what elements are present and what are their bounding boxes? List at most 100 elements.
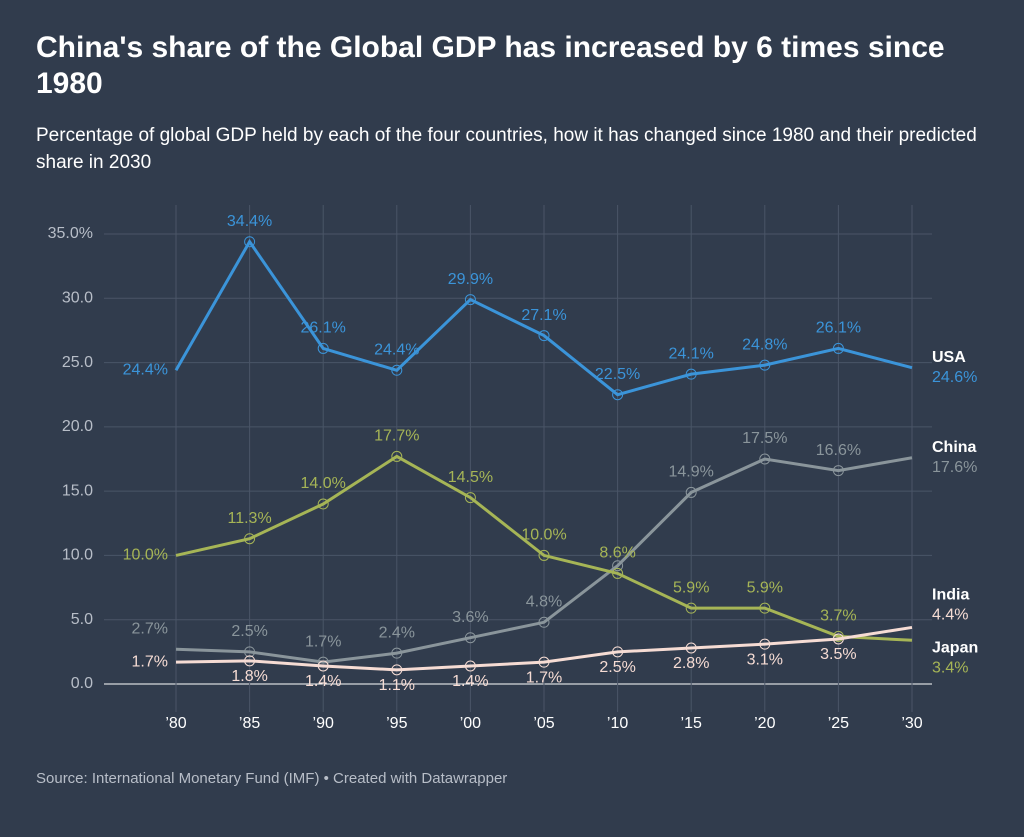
value-label: 16.6% xyxy=(816,442,861,459)
y-tick-label: 10.0 xyxy=(62,547,93,564)
value-label: 1.7% xyxy=(526,669,562,686)
point xyxy=(759,638,771,650)
point xyxy=(685,486,697,498)
value-label: 24.8% xyxy=(742,336,787,353)
point xyxy=(685,642,697,654)
value-label: 26.1% xyxy=(301,320,346,337)
y-tick-label: 0.0 xyxy=(71,675,93,692)
x-tick-label: ’30 xyxy=(901,715,922,732)
point xyxy=(612,389,624,401)
point xyxy=(317,498,329,510)
y-tick-label: 25.0 xyxy=(62,354,93,371)
point xyxy=(317,660,329,672)
value-label: 3.4% xyxy=(932,660,968,677)
value-label: 3.7% xyxy=(820,608,856,625)
x-tick-label: ’20 xyxy=(754,715,775,732)
value-label: 17.5% xyxy=(742,430,787,447)
series-line xyxy=(175,456,913,664)
point xyxy=(464,492,476,504)
point xyxy=(832,630,844,642)
point xyxy=(464,632,476,644)
value-label: 10.0% xyxy=(521,527,566,544)
value-label: 1.8% xyxy=(231,668,267,685)
point xyxy=(759,359,771,371)
x-tick-label: ’00 xyxy=(460,715,481,732)
value-label: 26.1% xyxy=(816,320,861,337)
point xyxy=(244,533,256,545)
point xyxy=(612,567,624,579)
value-label: 3.1% xyxy=(747,651,783,668)
point xyxy=(317,342,329,354)
value-label: 29.9% xyxy=(448,271,493,288)
series-line xyxy=(175,625,913,672)
series-line xyxy=(174,238,913,397)
point xyxy=(464,660,476,672)
value-label: 4.4% xyxy=(932,607,968,624)
point xyxy=(759,602,771,614)
value-label: 24.4% xyxy=(374,342,419,359)
legend-label: China xyxy=(932,439,977,456)
point xyxy=(391,364,403,376)
value-label: 4.8% xyxy=(526,594,562,611)
point xyxy=(538,656,550,668)
value-label: 14.5% xyxy=(448,469,493,486)
value-label: 1.7% xyxy=(305,633,341,650)
value-label: 2.5% xyxy=(599,659,635,676)
legend-label: Japan xyxy=(932,640,978,657)
point xyxy=(612,646,624,658)
x-tick-label: ’80 xyxy=(165,715,186,732)
point xyxy=(685,368,697,380)
value-label: 1.4% xyxy=(452,673,488,690)
series-line xyxy=(175,454,913,642)
value-label: 5.9% xyxy=(747,579,783,596)
legend-label: India xyxy=(932,587,969,604)
y-tick-label: 20.0 xyxy=(62,418,93,435)
point xyxy=(538,549,550,561)
value-label: 3.5% xyxy=(820,646,856,663)
y-tick-label: 35.0% xyxy=(48,225,93,242)
point xyxy=(244,655,256,667)
value-label: 1.4% xyxy=(305,673,341,690)
x-tick-label: ’10 xyxy=(607,715,628,732)
point xyxy=(832,633,844,645)
value-label: 1.7% xyxy=(132,653,168,670)
point xyxy=(832,465,844,477)
value-label: 14.0% xyxy=(301,475,346,492)
point xyxy=(685,602,697,614)
value-label: 3.6% xyxy=(452,609,488,626)
point xyxy=(464,294,476,306)
point xyxy=(759,453,771,465)
value-label: 17.7% xyxy=(374,428,419,445)
y-tick-label: 15.0 xyxy=(62,482,93,499)
value-label: 24.1% xyxy=(669,345,714,362)
x-tick-label: ’90 xyxy=(313,715,334,732)
legend-label: USA xyxy=(932,349,966,366)
value-label: 10.0% xyxy=(123,547,168,564)
value-label: 17.6% xyxy=(932,459,977,476)
value-label: 2.5% xyxy=(231,623,267,640)
x-tick-label: ’95 xyxy=(386,715,407,732)
point xyxy=(244,646,256,658)
point xyxy=(832,342,844,354)
value-label: 2.4% xyxy=(379,624,415,641)
value-label: 1.1% xyxy=(379,677,415,694)
value-label: 27.1% xyxy=(521,307,566,324)
point xyxy=(538,330,550,342)
chart-subtitle: Percentage of global GDP held by each of… xyxy=(36,125,977,173)
chart-title: China's share of the Global GDP has incr… xyxy=(36,31,945,100)
value-label: 14.9% xyxy=(669,464,714,481)
point xyxy=(391,450,403,462)
value-label: 5.9% xyxy=(673,579,709,596)
point xyxy=(612,560,624,572)
x-tick-label: ’85 xyxy=(239,715,260,732)
point xyxy=(391,664,403,676)
source-note: Source: International Monetary Fund (IMF… xyxy=(36,770,508,787)
y-tick-label: 30.0 xyxy=(62,290,93,307)
value-label: 11.3% xyxy=(228,510,272,527)
value-label: 8.6% xyxy=(599,545,635,562)
value-label: 22.5% xyxy=(595,366,640,383)
point xyxy=(538,616,550,628)
y-tick-label: 5.0 xyxy=(71,611,93,628)
